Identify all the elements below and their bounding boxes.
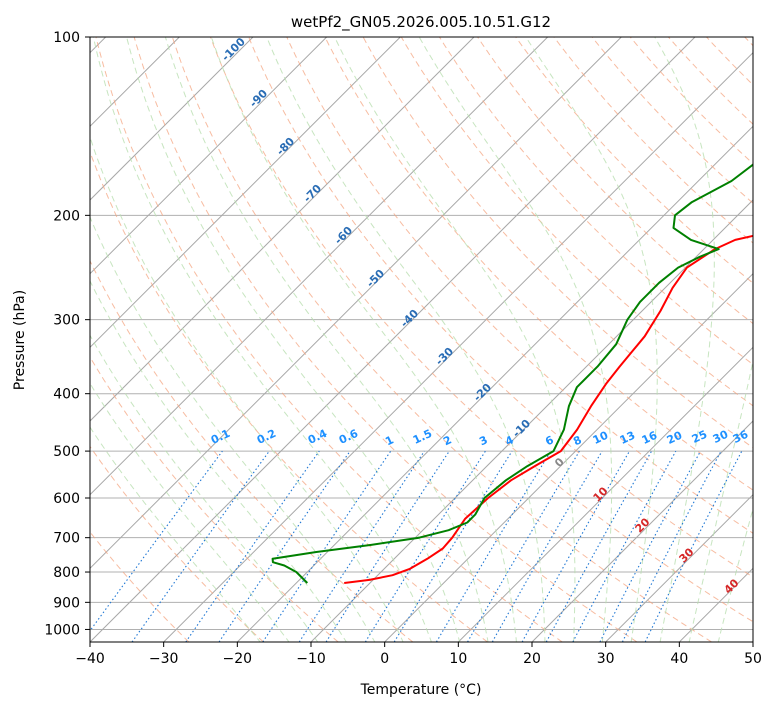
x-tick-label: 50	[744, 651, 762, 667]
x-tick-label: 10	[449, 651, 467, 667]
x-tick-label: 0	[380, 651, 389, 667]
x-axis-label: Temperature (°C)	[360, 682, 482, 698]
y-axis-label: Pressure (hPa)	[12, 290, 28, 390]
x-tick-label: 40	[670, 651, 688, 667]
x-tick-label: −10	[296, 651, 326, 667]
isotherm-line	[753, 37, 775, 642]
y-tick-label: 1000	[44, 622, 80, 638]
y-tick-label: 100	[53, 30, 80, 46]
y-tick-label: 300	[53, 313, 80, 329]
y-tick-label: 700	[53, 531, 80, 547]
y-tick-label: 900	[53, 595, 80, 611]
x-tick-label: −40	[75, 651, 105, 667]
chart-title: wetPf2_GN05.2026.005.10.51.G12	[291, 13, 551, 32]
x-tick-label: −20	[223, 651, 253, 667]
x-tick-label: 20	[523, 651, 541, 667]
x-tick-label: 30	[597, 651, 615, 667]
y-tick-label: 800	[53, 565, 80, 581]
x-tick-label: −30	[149, 651, 179, 667]
y-tick-label: 600	[53, 491, 80, 507]
y-tick-label: 500	[53, 444, 80, 460]
y-tick-label: 400	[53, 387, 80, 403]
y-tick-label: 200	[53, 208, 80, 224]
